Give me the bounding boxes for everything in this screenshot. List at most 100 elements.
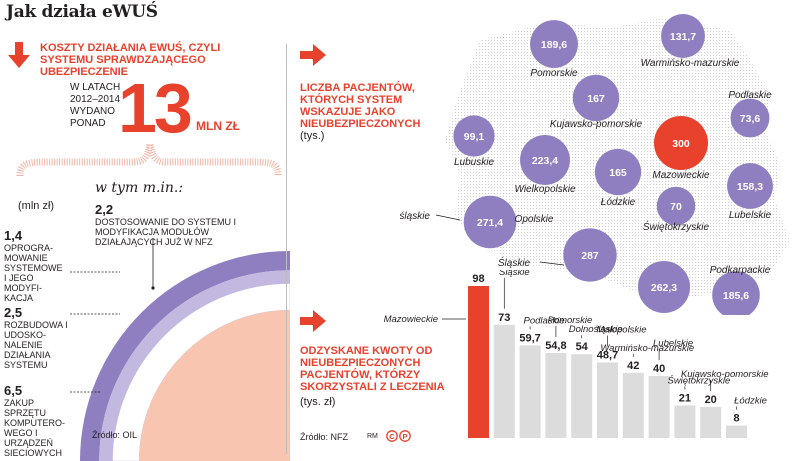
pie-label-2-5: 2,5 ROZBUDOWA I UDOSKO-NALENIE DZIAŁANIA…	[4, 305, 68, 370]
pie-value: 2,2	[95, 202, 114, 217]
bar-value-label: 42	[627, 360, 639, 372]
region-label: Lubelskie	[729, 210, 772, 221]
bubble-value: 287	[581, 250, 599, 262]
pointer-line	[435, 214, 461, 221]
bubble-value: 185,6	[723, 290, 749, 302]
bubble-value: 70	[670, 201, 682, 213]
bubble-podlaskie	[730, 98, 770, 138]
bubble-value: 73,6	[740, 113, 761, 125]
bar-value-label: 20	[705, 394, 717, 406]
region-label: Mazowieckie	[652, 170, 710, 181]
bar-lubelskie	[648, 375, 670, 438]
pie-label-2-2: 2,2 DOSTOSOWANIE DO SYSTEMU I MODYFIKACJ…	[95, 202, 255, 247]
bars-heading: ODZYSKANE KWOTY OD NIEUBEZPIECZONYCH PAC…	[300, 345, 445, 393]
pie-value: 6,5	[4, 383, 23, 398]
bubble-mazowieckie	[654, 116, 708, 170]
pie-value: 2,5	[4, 305, 23, 320]
cost-rings-chart	[80, 251, 290, 461]
bubble-value: 158,3	[737, 181, 763, 193]
bar-category-label: Małopolskie	[596, 324, 646, 335]
bar-category-label: Warmińsko-mazurskie	[600, 343, 694, 354]
bubble-value: 165	[609, 167, 627, 179]
pie-leader-lines	[70, 238, 155, 393]
bubble-świętokrzyskie	[656, 186, 696, 226]
pointer-line	[539, 261, 565, 266]
big-number-unit: MLN ZŁ	[196, 119, 240, 133]
bubble-podkarpackie	[712, 271, 760, 315]
svg-text:P: P	[402, 432, 407, 441]
bubble-value: 262,3	[651, 282, 677, 294]
down-arrow-icon	[8, 42, 30, 68]
pie-label-1-4: 1,4 OPROGRA-MOWANIE SYSTEMOWE I JEGO MOD…	[4, 228, 66, 303]
right-arrow-icon	[300, 44, 326, 66]
right-arrow-icon	[300, 310, 326, 332]
cost-ring-segment	[139, 310, 290, 461]
region-label: Łódzkie	[601, 197, 636, 208]
bubble-dolnośląskie	[463, 195, 517, 249]
region-label: Świętokrzyskie	[643, 220, 710, 233]
region-label: Warmińsko-mazurskie	[641, 58, 740, 69]
region-label: Śląskie	[498, 256, 531, 269]
bubble-wielkopolskie	[520, 135, 570, 185]
bar-value-label: 48,7	[597, 349, 618, 361]
bar-value-label: 21	[679, 392, 691, 404]
region-label: Dolnośląskie	[400, 211, 430, 222]
bar-value-label: 54,8	[545, 340, 566, 352]
costs-heading: KOSZTY DZIAŁANIA eWUŚ, CZYLI SYSTEMU SPR…	[40, 42, 221, 78]
bar-łódzkie	[726, 425, 747, 438]
bubble-value: 167	[587, 93, 605, 105]
pie-value: 1,4	[4, 228, 23, 243]
bubble-value: 300	[672, 138, 690, 150]
bubble-value: 223,4	[532, 155, 558, 167]
bars-unit: (tys. zł)	[300, 396, 336, 408]
cost-ring-segment	[99, 270, 290, 461]
pie-caption: OPROGRA-MOWANIE SYSTEMOWE I JEGO MODYFI-…	[4, 243, 63, 303]
bar-pomorskie	[545, 353, 567, 438]
unit-note: (mln zł)	[18, 200, 55, 212]
bar-kujawsko-pomorskie	[700, 406, 722, 438]
bar-value-label: 8	[733, 413, 739, 425]
bar-category-label: Podlaskie	[523, 315, 564, 326]
cost-ring-segment	[80, 251, 290, 461]
recovered-amounts-bar-chart: 98 Mazowieckie 73 Śląskie 59,7 Podlaskie 54,8 P…	[384, 270, 769, 438]
bar-category-label: Kujawsko-pomorskie	[681, 369, 769, 380]
big-number: 13	[118, 69, 193, 147]
bubble-value: 189,6	[541, 39, 567, 51]
bar-category-label: Mazowieckie	[384, 314, 438, 325]
bubble-kujawsko-pomorskie	[572, 74, 620, 122]
page-title: Jak działa eWUŚ	[6, 2, 158, 22]
copyright-icons: C P	[386, 430, 411, 442]
bar-category-label: Łódzkie	[734, 396, 767, 407]
bar-śląskie	[493, 324, 515, 438]
bubble-pomorskie	[530, 20, 578, 68]
pie-caption: ZAKUP SPRZĘTU KOMPUTERO-WEGO I URZĄDZEŃ …	[4, 398, 66, 458]
bar-mazowieckie	[468, 286, 489, 438]
bar-category-label: Dolnośląskie	[569, 324, 623, 335]
pie-label-6-5: 6,5 ZAKUP SPRZĘTU KOMPUTERO-WEGO I URZĄD…	[4, 383, 72, 458]
poland-bubble-map: 189,6 Pomorskie 131,7 Warmińsko-mazurskie 16…	[400, 14, 790, 315]
bubble-opolskie	[563, 228, 617, 282]
region-label: Opolskie	[515, 214, 554, 225]
bubble-value: 131,7	[670, 31, 696, 43]
bar-podlaskie	[519, 345, 541, 438]
map-heading: LICZBA PACJENTÓW, KTÓRYCH SYSTEM WSKAZUJ…	[300, 82, 421, 130]
bar-value-label: 59,7	[519, 332, 540, 344]
region-label: Kujawsko-pomorskie	[550, 119, 643, 130]
bar-małopolskie	[597, 362, 618, 438]
pie-caption: DOSTOSOWANIE DO SYSTEMU I MODYFIKACJA MO…	[95, 217, 237, 247]
credit-text: RM	[367, 433, 378, 440]
bubble-śląskie	[637, 260, 691, 314]
bar-category-label: Lubelskie	[653, 338, 693, 349]
region-label: Wielkopolskie	[514, 184, 575, 195]
bar-value-label: 54	[576, 341, 589, 353]
bar-dolnośląskie	[571, 354, 593, 438]
bars-source: Źródło: NFZ	[300, 432, 349, 442]
bar-value-label: 73	[498, 312, 510, 324]
bar-warmińsko-mazurskie	[622, 372, 644, 438]
region-label: Podkarpackie	[710, 265, 771, 276]
bar-value-label: 98	[472, 273, 484, 285]
bar-value-label: 40	[653, 363, 665, 375]
svg-text:C: C	[389, 432, 395, 441]
costs-subhead: w tym m.in.:	[95, 180, 184, 196]
costs-intro: W LATACH 2012–2014 WYDANO PONAD	[70, 82, 121, 129]
